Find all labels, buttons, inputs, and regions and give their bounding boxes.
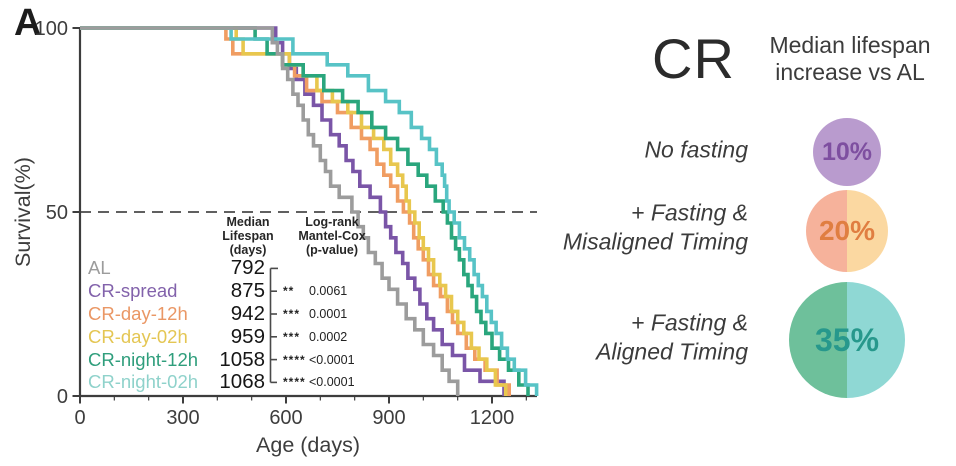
legend-series-name: CR-day-12h xyxy=(88,302,188,324)
legend-significance-stars: ** xyxy=(283,284,295,299)
legend-row-CR-night-12h: CR-night-12h 1058 **** <0.0001 xyxy=(86,348,391,371)
legend-row-CR-day-12h: CR-day-12h 942 *** 0.0001 xyxy=(86,301,391,326)
cr-condition-label-0: No fasting xyxy=(644,136,748,163)
legend-median-value: 959 xyxy=(230,324,265,348)
x-tick-label: 300 xyxy=(166,407,199,429)
survival-curve-CR-night-02h xyxy=(80,26,539,396)
survival-chart: 0 50 100 0 300 600 900 1200 Age (days) Survival(%… xyxy=(11,18,539,457)
legend-significance-stars: **** xyxy=(283,352,306,367)
lifespan-increase-circle-2: 35% xyxy=(789,282,905,398)
lifespan-increase-percent: 10% xyxy=(821,137,873,166)
survival-curve-CR-spread xyxy=(80,26,506,396)
x-tick-label: 1200 xyxy=(470,407,515,429)
lifespan-increase-percent: 20% xyxy=(818,215,876,246)
legend-significance-stars: **** xyxy=(283,375,306,390)
survival-curve-CR-night-12h xyxy=(80,26,530,396)
legend-p-value: 0.0002 xyxy=(309,329,348,344)
x-axis-title: Age (days) xyxy=(256,433,360,457)
legend-row-AL: AL 792 xyxy=(86,256,391,280)
y-tick-label: 50 xyxy=(46,202,68,224)
legend-median-value: 875 xyxy=(230,279,265,303)
y-axis-title: Survival(%) xyxy=(11,157,35,267)
lifespan-increase-circle-1: 20% xyxy=(806,190,888,272)
survival-curve-CR-day-02h xyxy=(80,26,508,396)
lifespan-increase-circle-0: 10% xyxy=(813,118,881,186)
cr-condition-label-1: + Fasting & Misaligned Timing xyxy=(562,199,748,255)
legend-series-name: AL xyxy=(88,257,111,279)
legend-row-CR-day-02h: CR-day-02h 959 *** 0.0002 xyxy=(86,325,391,348)
cr-title: CR xyxy=(652,27,735,90)
legend-median-value: 792 xyxy=(230,256,265,280)
legend-row-CR-spread: CR-spread 875 ** 0.0061 xyxy=(86,279,391,303)
chart-legend: Median Lifespan (days) Log-rank Mantel-C… xyxy=(86,212,391,398)
legend-median-value: 1058 xyxy=(219,347,265,371)
legend-p-value: 0.0061 xyxy=(309,284,348,299)
cr-subtitle: Median lifespan increase vs AL xyxy=(769,32,931,86)
x-tick-label: 0 xyxy=(74,407,85,429)
panel-label-a: A xyxy=(14,2,42,44)
legend-header-logrank: Log-rank Mantel-Cox (p-value) xyxy=(298,215,366,258)
cr-condition-label-2: + Fasting & Aligned Timing xyxy=(596,309,748,365)
legend-p-value: <0.0001 xyxy=(309,352,355,367)
legend-header-median-lifespan: Median Lifespan (days) xyxy=(222,215,274,258)
legend-rows: AL 792 CR-spread 875 ** 0.0061 CR-day-12h 942 **… xyxy=(86,256,391,394)
legend-series-name: CR-spread xyxy=(88,280,178,302)
survival-curve-AL xyxy=(80,26,460,396)
legend-significance-stars: *** xyxy=(283,329,301,344)
x-tick-label: 900 xyxy=(372,407,405,429)
y-tick-label: 100 xyxy=(35,18,68,40)
legend-series-name: CR-night-12h xyxy=(88,348,199,370)
survival-curve-CR-day-12h xyxy=(80,26,511,396)
y-tick-label: 0 xyxy=(57,386,68,408)
legend-series-name: CR-day-02h xyxy=(88,325,188,347)
legend-significance-stars: *** xyxy=(283,306,301,321)
x-tick-label: 600 xyxy=(269,407,302,429)
cr-summary-panel: CR Median lifespan increase vs AL No fas… xyxy=(560,0,956,466)
legend-median-value: 942 xyxy=(230,301,265,325)
legend-p-value: <0.0001 xyxy=(309,375,355,390)
legend-row-CR-night-02h: CR-night-02h 1068 **** <0.0001 xyxy=(86,370,391,394)
legend-series-name: CR-night-02h xyxy=(88,371,199,393)
legend-p-value: 0.0001 xyxy=(309,306,348,321)
legend-median-value: 1068 xyxy=(219,370,265,394)
lifespan-increase-percent: 35% xyxy=(814,321,880,358)
